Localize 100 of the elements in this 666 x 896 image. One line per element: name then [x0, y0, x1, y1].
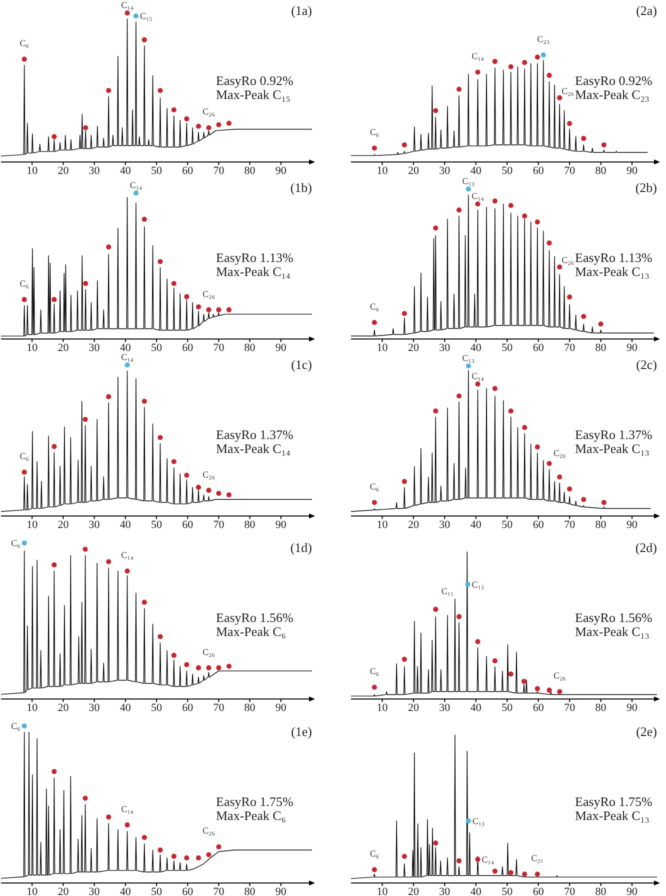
point [492, 198, 498, 204]
x-tick-label: 80 [595, 702, 607, 714]
x-tick-label: 10 [376, 702, 388, 714]
x-tick-label: 80 [595, 886, 607, 896]
annotation: EasyRo 0.92% [216, 73, 294, 88]
x-tick-label: 80 [244, 342, 256, 354]
annotation: Max-Peak C₆ [216, 624, 286, 639]
point [546, 72, 552, 78]
point [133, 190, 138, 196]
annotation: EasyRo 1.75% [575, 794, 652, 809]
x-tick-label: 90 [275, 342, 287, 354]
point [184, 472, 190, 478]
point [534, 54, 540, 60]
point [456, 393, 462, 399]
point [557, 264, 562, 270]
point [196, 124, 202, 129]
point [52, 769, 57, 774]
point [546, 460, 552, 466]
point [581, 314, 586, 320]
point [475, 201, 480, 207]
point [475, 639, 480, 644]
chart-title: (2e) [636, 724, 657, 739]
point [106, 244, 112, 250]
x-tick-label: 70 [213, 702, 225, 714]
point [226, 120, 232, 126]
chart-title: (2d) [635, 540, 657, 555]
annotation: C₁₄ [472, 51, 484, 62]
point [124, 362, 130, 368]
x-tick-label: 50 [502, 164, 514, 177]
x-tick-label: 60 [182, 164, 194, 177]
annotation: C₁₃ [472, 816, 485, 826]
point [433, 225, 438, 231]
x-tick-label: 50 [502, 342, 514, 354]
x-tick-label: 30 [88, 702, 100, 714]
chart-title: (1b) [290, 180, 312, 195]
annotation: EasyRo 1.56% [216, 610, 294, 625]
x-tick-label: 30 [88, 518, 100, 531]
x-tick-label: 90 [626, 164, 638, 177]
point [492, 658, 498, 664]
point [534, 872, 540, 877]
annotation: C₆ [20, 278, 29, 289]
x-tick-label: 90 [275, 518, 287, 531]
annotation: C₆ [370, 302, 379, 312]
point [581, 496, 586, 502]
annotation: C₂₆ [202, 826, 215, 836]
x-tick-label: 10 [376, 342, 388, 354]
point [216, 490, 222, 496]
x-tick-label: 40 [120, 702, 132, 714]
annotation: C₂₃ [537, 34, 550, 44]
annotation: C₆ [370, 482, 379, 492]
chart-title: (2c) [636, 357, 657, 372]
annotation: C₁₄ [121, 352, 134, 362]
point [521, 678, 527, 684]
point [402, 142, 407, 148]
point [522, 60, 528, 66]
point [196, 304, 202, 310]
x-tick-label: 40 [470, 164, 482, 177]
point [22, 723, 27, 729]
x-tick-label: 20 [408, 702, 420, 714]
x-tick-label: 70 [564, 518, 576, 531]
x-tick-label: 90 [626, 886, 638, 896]
point [456, 858, 462, 864]
annotation: EasyRo 1.37% [216, 427, 294, 442]
x-tick-label: 60 [532, 702, 544, 714]
x-tick-label: 20 [58, 164, 70, 177]
point [540, 52, 546, 58]
x-tick-label: 30 [439, 518, 451, 531]
point [567, 294, 572, 300]
annotation: C₁₃ [472, 579, 484, 590]
x-tick-label: 70 [564, 886, 576, 896]
point [22, 56, 27, 62]
point [557, 689, 562, 694]
annotation: C₂₆ [562, 255, 574, 265]
x-tick-label: 70 [564, 342, 576, 354]
x-tick-label: 50 [502, 886, 514, 896]
point [601, 500, 606, 506]
annotation: EasyRo 1.75% [216, 794, 294, 809]
point [142, 834, 147, 840]
point [106, 88, 112, 93]
annotation: C₆ [370, 666, 379, 676]
annotation: C₂₆ [202, 106, 215, 117]
x-tick-label: 90 [275, 702, 287, 714]
x-tick-label: 80 [244, 518, 256, 531]
point [466, 363, 471, 369]
point [196, 484, 202, 490]
point [475, 381, 480, 387]
x-tick-label: 20 [408, 164, 420, 177]
point [522, 213, 528, 219]
x-tick-label: 10 [376, 886, 388, 896]
point [372, 867, 377, 872]
point [196, 855, 202, 860]
point [206, 488, 212, 493]
annotation: C₂₆ [202, 646, 215, 657]
point [492, 386, 498, 392]
x-tick-label: 40 [470, 342, 482, 354]
annotation: C₁₄ [472, 371, 484, 381]
annotation: C₂₆ [202, 288, 215, 299]
annotation: C₂₆ [562, 86, 574, 96]
point [52, 134, 57, 140]
point [82, 796, 88, 801]
